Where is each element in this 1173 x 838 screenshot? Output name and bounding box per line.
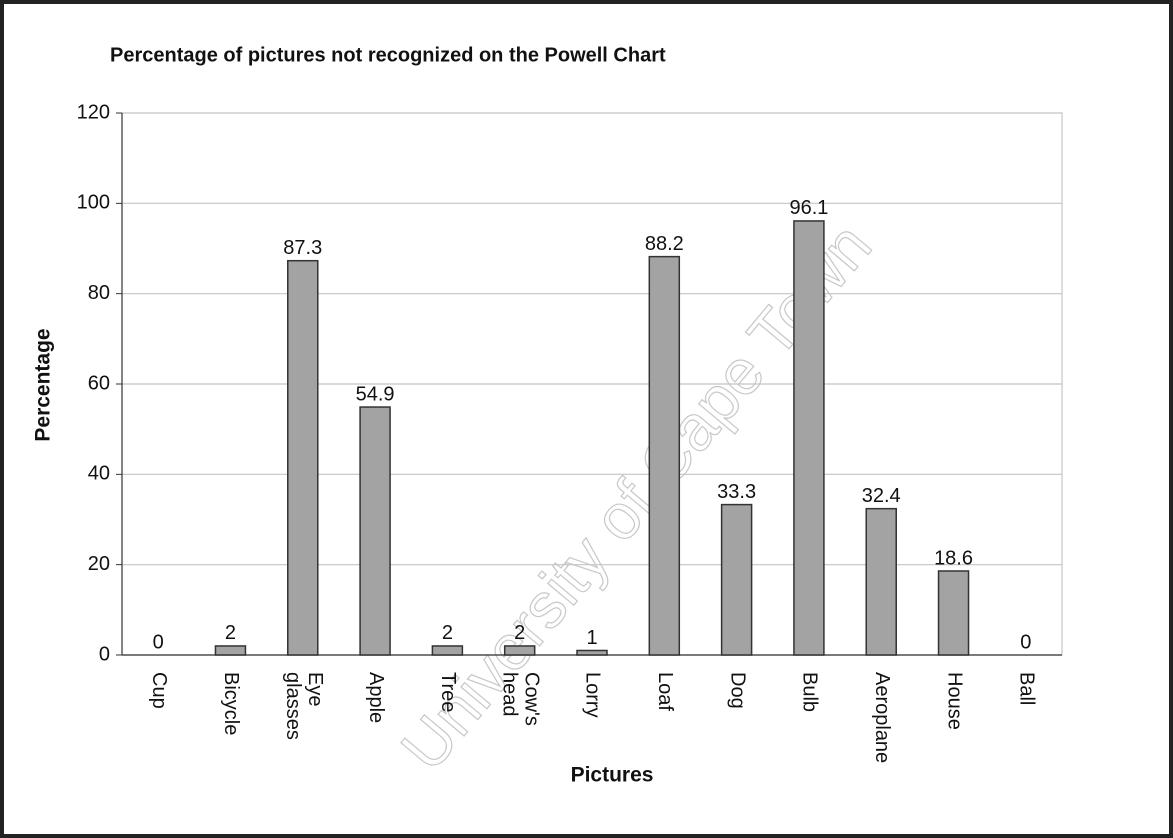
x-tick-label: Loaf (654, 672, 676, 711)
x-tick-label: Apple (365, 672, 387, 723)
bar (576, 649, 608, 656)
x-tick-label: Lorry (582, 672, 604, 718)
data-label: 87.3 (283, 237, 322, 259)
data-label: 0 (1020, 631, 1031, 653)
x-tick-label: Cup (148, 672, 170, 709)
x-tick-label: Eyeglasses (281, 672, 325, 740)
data-label: 2 (225, 622, 236, 644)
bar (359, 406, 391, 656)
x-axis-title: Pictures (571, 764, 654, 787)
data-label: 1 (586, 627, 597, 649)
chart-title: Percentage of pictures not recognized on… (110, 44, 666, 66)
y-tick-label: 60 (88, 372, 110, 394)
x-tick-label: Aeroplane (871, 672, 893, 763)
y-axis-title: Percentage (32, 328, 55, 441)
data-label: 33.3 (717, 481, 756, 503)
data-label: 32.4 (862, 485, 901, 507)
y-tick-label: 20 (88, 553, 110, 575)
data-label: 0 (153, 631, 164, 653)
bar (720, 503, 753, 656)
data-label: 18.6 (934, 547, 973, 569)
y-tick-label: 120 (77, 101, 110, 123)
bar (937, 570, 970, 656)
x-tick-label: Bicycle (220, 672, 242, 735)
data-label: 2 (442, 622, 453, 644)
bar (503, 645, 536, 656)
y-tick-label: 40 (88, 463, 110, 485)
y-tick-label: 100 (77, 192, 110, 214)
bar (648, 255, 681, 656)
bar (793, 220, 825, 656)
bar (431, 645, 464, 656)
y-tick-label: 0 (99, 643, 110, 665)
y-tick-label: 80 (88, 282, 110, 304)
bar (865, 507, 897, 656)
data-label: 88.2 (645, 233, 684, 255)
x-tick-label: Bulb (799, 672, 821, 712)
x-tick-label: Ball (1016, 672, 1038, 705)
bar (214, 645, 247, 656)
data-label: 54.9 (356, 383, 395, 405)
data-label: 96.1 (789, 197, 828, 219)
x-tick-label: Cow'shead (498, 672, 542, 726)
x-tick-label: Dog (726, 672, 748, 709)
data-label: 2 (514, 622, 525, 644)
x-tick-label: Tree (437, 672, 459, 712)
x-tick-label: House (943, 672, 965, 730)
bar (287, 259, 319, 656)
